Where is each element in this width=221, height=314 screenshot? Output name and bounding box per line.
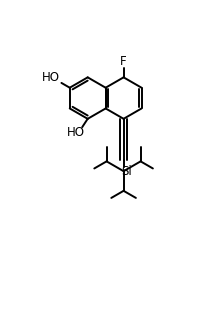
Text: Si: Si [122, 165, 132, 178]
Text: HO: HO [42, 71, 60, 84]
Text: F: F [120, 55, 127, 68]
Text: HO: HO [67, 127, 85, 139]
